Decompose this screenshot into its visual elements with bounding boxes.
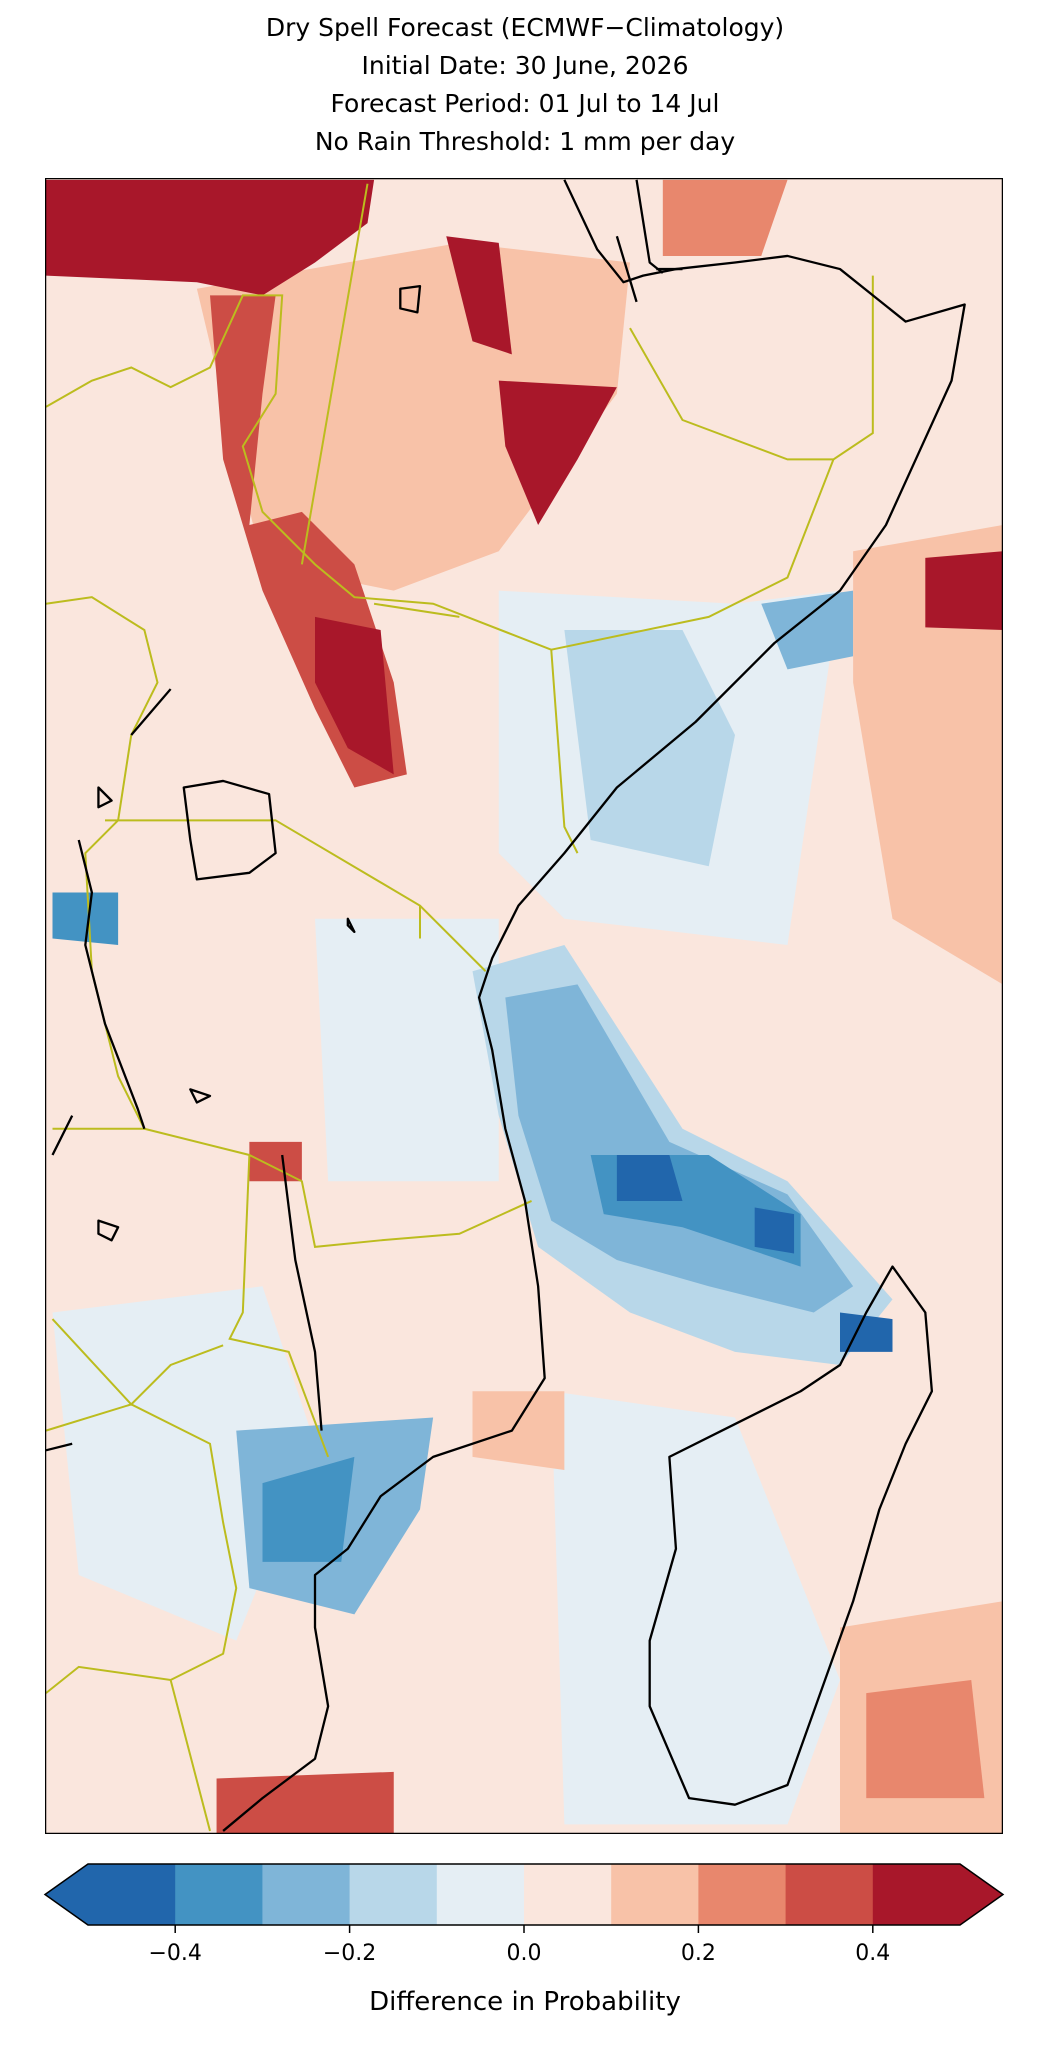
field-patch	[315, 918, 499, 1182]
title-line: No Rain Threshold: 1 mm per day	[315, 127, 736, 156]
colorbar-label: Difference in Probability	[369, 1987, 681, 2017]
colorbar-tick-label: 0.0	[507, 1941, 542, 1966]
colorbar-segment	[785, 1864, 874, 1925]
field-patch	[761, 590, 854, 670]
country-border	[46, 295, 578, 853]
colorbar: −0.4 −0.2 0.0 0.2 0.4 Difference in Probabili…	[43, 1863, 1005, 2017]
country-border	[46, 1129, 532, 1831]
colorbar-tick-label: 0.2	[681, 1941, 716, 1966]
field-patch	[551, 1391, 840, 1825]
field	[46, 180, 1003, 1834]
colorbar-segment	[611, 1864, 699, 1925]
colorbar-segment	[524, 1864, 612, 1925]
field-patch	[472, 1391, 565, 1470]
field-patch	[866, 1680, 985, 1799]
colorbar-tick-label: −0.2	[323, 1941, 376, 1966]
field-patch	[52, 892, 119, 945]
colorbar-segment	[175, 1864, 263, 1925]
colorbar-segment	[349, 1864, 438, 1925]
colorbar-segment	[872, 1864, 961, 1925]
field-patch	[754, 1207, 795, 1254]
title-block: Dry Spell Forecast (ECMWF−Climatology) In…	[266, 13, 784, 156]
country-border	[302, 184, 873, 650]
field-patch	[262, 1456, 355, 1562]
field-patch	[662, 179, 788, 256]
field-patch	[616, 1155, 683, 1201]
colorbar-outline	[43, 1863, 1005, 1926]
colorbar-tick-label: −0.4	[148, 1941, 201, 1966]
country-border	[46, 597, 486, 1129]
coastline	[223, 180, 965, 1831]
coastline	[650, 1267, 932, 1805]
coastline	[617, 180, 683, 302]
title-line: Initial Date: 30 June, 2026	[362, 51, 689, 80]
colorbar-extend	[960, 1864, 1003, 1925]
colorbar-segment	[698, 1864, 787, 1925]
field-patch	[216, 1771, 394, 1834]
colorbar-segment	[262, 1864, 351, 1925]
field-patch	[840, 1312, 893, 1352]
coastline	[46, 286, 420, 1450]
field-patch	[315, 616, 394, 775]
field-patch	[249, 1141, 302, 1182]
colorbar-segment	[436, 1864, 525, 1925]
field-patch	[925, 551, 1003, 630]
field-patch	[564, 630, 735, 867]
colorbar-tick-label: 0.4	[855, 1941, 890, 1966]
colorbar-segment	[88, 1864, 176, 1925]
title-line: Dry Spell Forecast (ECMWF−Climatology)	[266, 13, 784, 42]
colorbar-extend	[45, 1864, 88, 1925]
map	[45, 178, 1003, 1834]
field-patch	[853, 525, 1003, 985]
field-patch	[196, 242, 630, 591]
field-patch	[446, 236, 512, 355]
field-patch	[45, 179, 375, 296]
field-patch	[498, 380, 617, 525]
title-line: Forecast Period: 01 Jul to 14 Jul	[331, 89, 720, 118]
